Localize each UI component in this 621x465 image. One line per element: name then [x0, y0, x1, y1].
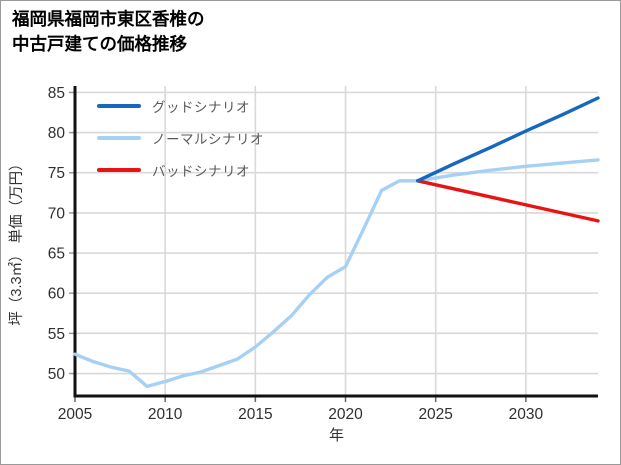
legend-item-bad: バッドシナリオ — [97, 160, 264, 180]
y-tick-label: 80 — [48, 125, 66, 142]
y-tick-label: 70 — [48, 205, 66, 222]
legend-label: ノーマルシナリオ — [152, 132, 264, 147]
legend-item-normal: ノーマルシナリオ — [97, 128, 264, 148]
x-tick-label: 2020 — [328, 406, 363, 423]
chart-title: 福岡県福岡市東区香椎の 中古戸建ての価格推移 — [12, 7, 205, 57]
x-tick-label: 2010 — [148, 406, 183, 423]
x-tick-label: 2025 — [418, 406, 452, 423]
legend-swatch-line — [97, 136, 141, 140]
legend-swatch-line — [97, 168, 141, 172]
y-tick-label: 85 — [48, 85, 65, 102]
y-tick-label: 60 — [48, 286, 66, 303]
x-tick-label: 2005 — [58, 406, 92, 423]
legend-item-good: グッドシナリオ — [97, 96, 264, 116]
series-line-normal — [73, 158, 600, 389]
series-line-bad — [416, 179, 600, 223]
y-tick-label: 50 — [48, 366, 66, 383]
series-line-good — [416, 96, 600, 183]
legend-swatch-line — [97, 104, 141, 108]
y-tick-label: 75 — [48, 165, 65, 182]
legend-label: グッドシナリオ — [152, 100, 250, 115]
chart-title-line1: 福岡県福岡市東区香椎の — [12, 9, 205, 29]
x-axis-title: 年 — [329, 427, 344, 444]
chart-title-line2: 中古戸建ての価格推移 — [12, 33, 187, 54]
chart-legend: グッドシナリオ ノーマルシナリオ バッドシナリオ — [97, 96, 264, 180]
legend-label: バッドシナリオ — [152, 164, 250, 179]
y-tick-label: 55 — [48, 326, 65, 343]
y-axis-title: 坪（3.3㎡） 単価（万円） — [8, 156, 25, 325]
x-tick-label: 2030 — [509, 406, 544, 423]
y-tick-label: 65 — [48, 246, 65, 263]
x-tick-label: 2015 — [238, 406, 272, 423]
